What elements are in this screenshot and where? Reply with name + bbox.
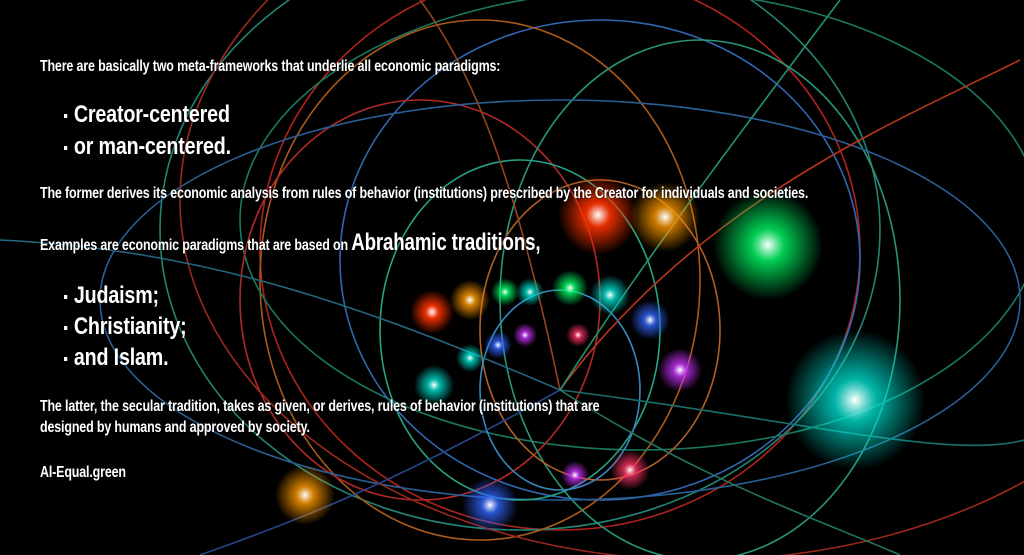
bullet-icon [64, 113, 68, 118]
bullet-icon [64, 145, 68, 150]
intro-text: There are basically two meta-frameworks … [40, 58, 501, 75]
examples-prefix: Examples are economic paradigms that are… [40, 237, 352, 254]
latter-text-line1: The latter, the secular tradition, takes… [40, 398, 600, 415]
former-text: The former derives its economic analysis… [40, 185, 809, 202]
framework-label: or man-centered. [73, 133, 231, 160]
tradition-item: and Islam. [64, 344, 169, 372]
latter-text-line2: designed by humans and approved by socie… [40, 419, 310, 436]
examples-line: Examples are economic paradigms that are… [40, 229, 541, 257]
tradition-label: Christianity; [73, 313, 187, 340]
bullet-icon [64, 356, 68, 361]
bullet-icon [64, 325, 68, 330]
tradition-item: Judaism; [64, 282, 159, 310]
tradition-item: Christianity; [64, 313, 187, 341]
tradition-label: and Islam. [73, 344, 169, 371]
bullet-icon [64, 294, 68, 299]
framework-label: Creator-centered [73, 101, 230, 128]
tradition-label: Judaism; [73, 282, 159, 309]
framework-item: or man-centered. [64, 133, 231, 161]
framework-item: Creator-centered [64, 101, 230, 129]
credit-text: Al-Equal.green [40, 464, 126, 481]
examples-emphasis: Abrahamic traditions, [351, 229, 541, 256]
